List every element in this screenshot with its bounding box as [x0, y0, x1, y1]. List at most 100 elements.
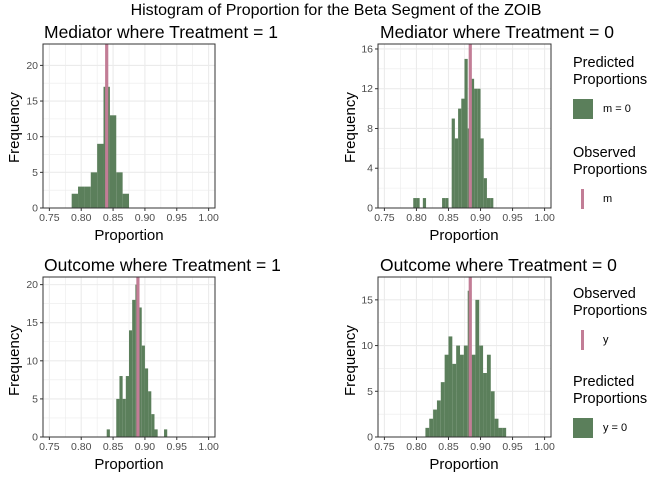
histogram-bar [456, 345, 461, 437]
histogram-bar [116, 398, 120, 437]
panel-border [42, 276, 216, 438]
y-tick-label: 15 [26, 96, 38, 108]
histogram-bar [483, 373, 487, 437]
panel-border [42, 43, 216, 209]
y-tick-label: 10 [361, 340, 373, 352]
y-tick-label: 0 [367, 432, 373, 444]
x-axis-label-mediator-t0: Proportion [429, 227, 499, 244]
legend-title: Observed Proportions [573, 145, 648, 178]
histogram-bar [502, 427, 507, 437]
legend-observed-mediator: Observed Proportions m [573, 145, 647, 209]
y-tick-label: 5 [32, 167, 38, 179]
x-axis-label-outcome-t0: Proportion [429, 456, 499, 473]
histogram-bar [425, 427, 430, 437]
histogram-bar [125, 376, 129, 437]
legend-observed-outcome: Observed Proportions y [573, 286, 647, 350]
x-axis-label-outcome-t1: Proportion [94, 456, 164, 473]
histogram-bar [109, 115, 117, 208]
histogram-bar [486, 198, 491, 208]
histogram-bar [144, 368, 149, 437]
histogram-bar [498, 427, 503, 437]
histogram-bar [452, 363, 457, 437]
x-tick-label: 1.00 [198, 212, 219, 224]
legend-swatch-fill [573, 418, 593, 438]
histogram-bar [122, 193, 129, 208]
histogram-bar [448, 336, 453, 437]
x-tick-label: 0.80 [406, 441, 427, 453]
x-tick-label: 0.80 [406, 212, 427, 224]
y-tick-label: 5 [367, 386, 373, 398]
x-tick-label: 0.75 [39, 441, 60, 453]
y-tick-label: 20 [26, 279, 38, 291]
legend-title: Predicted Proportions [573, 374, 648, 407]
histogram-bar [78, 186, 85, 208]
y-tick-label: 0 [32, 203, 38, 215]
histogram-bar [444, 354, 449, 437]
y-tick-label: 15 [26, 317, 38, 329]
histogram-bar [116, 172, 123, 208]
histogram-bar [129, 330, 133, 437]
x-axis-label-mediator-t1: Proportion [94, 227, 164, 244]
y-tick-label: 0 [367, 203, 373, 215]
x-tick-label: 0.75 [374, 212, 395, 224]
legend-label: m [603, 193, 613, 205]
histogram-bar [458, 108, 462, 208]
x-tick-label: 0.95 [167, 441, 188, 453]
histogram-bar [483, 178, 487, 208]
y-tick-label: 0 [32, 432, 38, 444]
figure-title: Histogram of Proportion for the Beta Seg… [130, 2, 542, 19]
histogram-bar [154, 429, 158, 437]
x-tick-label: 0.90 [135, 441, 156, 453]
histogram-bar [470, 78, 475, 209]
x-tick-label: 0.90 [470, 212, 491, 224]
histogram-bar [490, 198, 494, 208]
histogram-bar [494, 418, 499, 437]
histogram-bar [151, 414, 155, 437]
panel-border [377, 276, 552, 438]
histogram-bar [416, 198, 420, 208]
legend-title: Predicted Proportions [573, 55, 648, 88]
panel-title-outcome-t0: Outcome where Treatment = 0 [380, 255, 617, 275]
x-tick-label: 1.00 [534, 212, 555, 224]
y-tick-label: 10 [26, 355, 38, 367]
histogram-bar [106, 429, 110, 437]
legend-title: Observed Proportions [573, 286, 648, 319]
histogram-bar [454, 138, 459, 208]
histogram-bar [119, 376, 123, 437]
legend-label: y [603, 334, 609, 346]
histogram-bar [138, 307, 142, 437]
legend-predicted-outcome: Predicted Proportions y = 0 [573, 374, 647, 438]
x-tick-label: 0.85 [438, 441, 459, 453]
histogram-bar [479, 345, 484, 437]
x-tick-label: 0.85 [438, 212, 459, 224]
histogram-bar [164, 429, 168, 437]
x-tick-label: 0.85 [103, 212, 124, 224]
legend-label: m = 0 [603, 103, 631, 115]
histogram-bar [71, 193, 79, 208]
histogram-bar [490, 391, 495, 437]
x-tick-label: 0.75 [39, 212, 60, 224]
histogram-bar [90, 172, 98, 208]
x-tick-label: 1.00 [534, 441, 555, 453]
legend-label: y = 0 [603, 422, 628, 434]
x-tick-label: 0.80 [71, 212, 92, 224]
histogram-bar [132, 299, 136, 437]
legend-swatch-line [573, 330, 593, 350]
legend-swatch-line [573, 189, 593, 209]
x-tick-label: 0.95 [167, 212, 188, 224]
x-tick-label: 0.95 [502, 441, 523, 453]
x-tick-label: 0.85 [103, 441, 124, 453]
y-tick-label: 5 [32, 393, 38, 405]
x-tick-label: 0.80 [71, 441, 92, 453]
histogram-bar [464, 58, 468, 209]
histogram-bar [148, 391, 152, 437]
legend-predicted-mediator: Predicted Proportions m = 0 [573, 55, 647, 119]
histogram-bar [122, 398, 126, 437]
y-tick-label: 20 [26, 60, 38, 72]
histogram-bar [477, 88, 481, 208]
histogram-bar [480, 138, 484, 208]
x-tick-label: 1.00 [198, 441, 219, 453]
